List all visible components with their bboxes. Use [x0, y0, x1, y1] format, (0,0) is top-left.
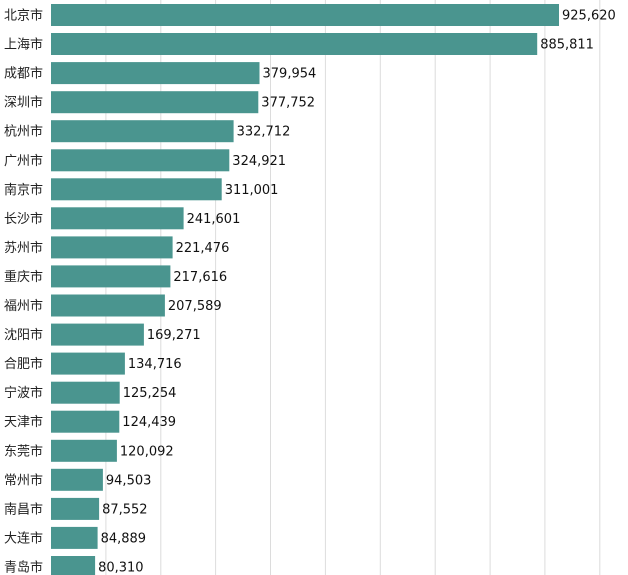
category-label: 苏州市 — [4, 240, 43, 256]
category-label: 青岛市 — [4, 560, 43, 575]
category-label: 南京市 — [4, 182, 43, 198]
bar — [51, 207, 184, 230]
bar — [51, 62, 260, 85]
bar — [51, 294, 165, 317]
bar — [51, 33, 538, 55]
category-label: 长沙市 — [4, 211, 43, 227]
category-label: 沈阳市 — [4, 327, 43, 343]
category-label: 深圳市 — [4, 95, 43, 111]
category-label: 成都市 — [4, 66, 43, 82]
category-label: 南昌市 — [4, 501, 43, 517]
value-label: 125,254 — [123, 386, 177, 401]
category-label: 福州市 — [4, 298, 43, 314]
value-label: 169,271 — [147, 328, 201, 343]
value-label: 377,752 — [261, 96, 315, 111]
category-label: 大连市 — [4, 530, 43, 546]
value-label: 241,601 — [187, 212, 241, 227]
bar — [51, 410, 120, 433]
category-label: 合肥市 — [4, 356, 43, 372]
bar — [51, 439, 117, 462]
category-label: 东莞市 — [4, 443, 43, 459]
value-label: 379,954 — [263, 67, 317, 82]
value-label: 80,310 — [98, 561, 144, 575]
value-label: 885,811 — [540, 38, 594, 53]
bar — [51, 149, 230, 172]
bar — [51, 178, 222, 201]
bar — [51, 526, 98, 549]
bar — [51, 352, 125, 375]
value-label: 221,476 — [176, 241, 230, 256]
bar — [51, 556, 96, 575]
value-label: 925,620 — [562, 9, 616, 24]
value-label: 134,716 — [128, 357, 182, 372]
value-label: 87,552 — [102, 502, 148, 517]
category-label: 天津市 — [4, 414, 43, 430]
gridlines — [105, 0, 601, 575]
value-label: 332,712 — [237, 125, 291, 140]
bars — [51, 4, 559, 575]
value-label: 217,616 — [173, 270, 227, 285]
value-label: 324,921 — [232, 154, 286, 169]
bar — [51, 120, 234, 143]
category-label: 常州市 — [4, 472, 43, 488]
bar — [51, 497, 100, 520]
category-label: 北京市 — [4, 8, 43, 24]
bar — [51, 91, 259, 114]
category-label: 杭州市 — [4, 124, 43, 140]
bar — [51, 4, 559, 26]
bar — [51, 468, 103, 491]
category-label: 重庆市 — [4, 269, 43, 285]
category-label: 广州市 — [4, 153, 43, 169]
bar — [51, 265, 171, 288]
value-label: 207,589 — [168, 299, 222, 314]
value-label: 311,001 — [225, 183, 279, 198]
bar — [51, 323, 144, 346]
bar — [51, 236, 173, 259]
bar — [51, 381, 120, 404]
category-label: 上海市 — [4, 37, 43, 53]
category-label: 宁波市 — [4, 385, 43, 401]
value-label: 124,439 — [122, 415, 176, 430]
value-label: 84,889 — [101, 531, 147, 546]
value-label: 120,092 — [120, 444, 174, 459]
value-label: 94,503 — [106, 473, 151, 488]
labels: 北京市 925,620 上海市 885,811 成都市 379,954 深圳市 377,752… — [4, 8, 616, 575]
